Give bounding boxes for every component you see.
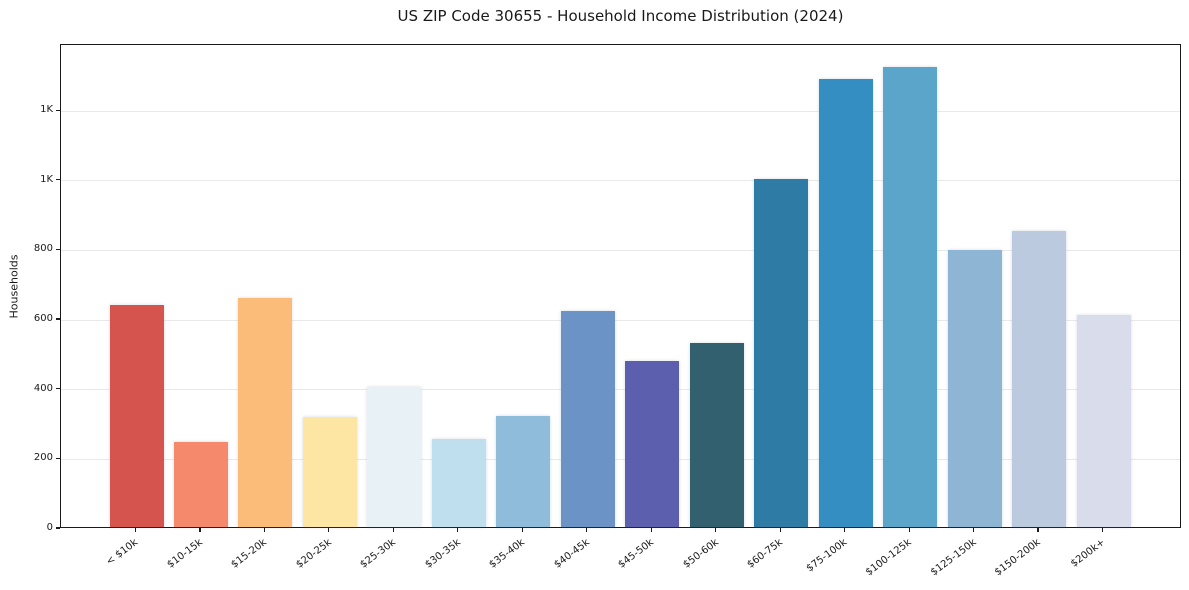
x-tick-mark <box>650 528 652 532</box>
chart-title: US ZIP Code 30655 - Household Income Dis… <box>397 7 844 25</box>
gridline <box>61 458 1180 460</box>
y-tick-mark <box>56 527 60 529</box>
bar-10k <box>109 304 164 527</box>
x-tick-mark <box>844 528 846 532</box>
y-tick-mark <box>56 179 60 181</box>
y-tick-label: 600 <box>33 313 53 325</box>
bar-60-75k <box>754 178 809 527</box>
y-tick-mark <box>56 109 60 111</box>
gridline <box>61 249 1180 251</box>
gridline <box>61 319 1180 321</box>
x-tick-label: $60-75k <box>745 537 785 571</box>
bar-45-50k <box>625 361 680 527</box>
bar-200k <box>1076 315 1131 527</box>
x-tick-label: $200k+ <box>1068 537 1108 570</box>
x-tick-mark <box>973 528 975 532</box>
x-tick-label: $100-125k <box>864 537 914 579</box>
y-tick-mark <box>56 318 60 320</box>
bar-75-100k <box>818 78 873 527</box>
x-tick-mark <box>328 528 330 532</box>
x-tick-label: $15-20k <box>229 537 270 571</box>
y-tick-label: 0 <box>46 522 53 533</box>
gridline <box>61 389 1180 391</box>
y-tick-label: 1K <box>40 104 53 116</box>
bar-40-45k <box>560 311 615 527</box>
x-tick-mark <box>263 528 266 532</box>
x-tick-label: $10-15k <box>165 537 205 571</box>
x-tick-mark <box>779 528 781 532</box>
gridline <box>61 180 1180 182</box>
y-tick-mark <box>56 248 60 251</box>
bar-30-35k <box>431 439 486 527</box>
bar-20-25k <box>302 416 357 527</box>
x-tick-label: $20-25k <box>293 537 334 571</box>
bar-100-125k <box>883 67 938 527</box>
y-tick-label: 800 <box>33 243 53 255</box>
x-tick-label: $30-35k <box>422 537 463 571</box>
bar-25-30k <box>367 387 422 527</box>
y-tick-mark <box>56 388 60 390</box>
bar-150-200k <box>1012 231 1067 527</box>
y-tick-label: 200 <box>33 452 53 464</box>
x-tick-mark <box>134 528 137 532</box>
bar-15-20k <box>238 298 293 527</box>
plot-area <box>60 44 1181 528</box>
x-tick-mark <box>457 528 459 532</box>
x-tick-label: < $10k <box>104 537 141 568</box>
y-tick-mark <box>56 457 60 459</box>
x-tick-mark <box>715 528 717 532</box>
gridline <box>61 110 1180 112</box>
x-tick-mark <box>521 528 523 532</box>
x-tick-mark <box>199 528 201 532</box>
x-tick-label: $50-60k <box>680 537 721 571</box>
x-tick-mark <box>1037 528 1039 532</box>
x-tick-label: $150-200k <box>993 537 1043 579</box>
y-tick-label: 1K <box>40 173 53 185</box>
x-tick-label: $75-100k <box>804 537 850 575</box>
bar-50-60k <box>689 343 744 527</box>
x-tick-label: $25-30k <box>358 537 398 571</box>
x-tick-mark <box>1101 528 1104 532</box>
bar-10-15k <box>173 442 228 527</box>
x-tick-label: $40-45k <box>551 537 592 571</box>
x-tick-mark <box>586 528 588 532</box>
x-tick-label: $45-50k <box>616 537 656 571</box>
x-tick-mark <box>908 528 910 532</box>
x-tick-label: $125-150k <box>928 537 979 579</box>
bar-35-40k <box>496 416 551 527</box>
x-tick-label: $35-40k <box>487 537 527 571</box>
x-tick-mark <box>392 528 394 532</box>
y-tick-label: 400 <box>33 382 53 394</box>
bar-125-150k <box>947 250 1002 527</box>
